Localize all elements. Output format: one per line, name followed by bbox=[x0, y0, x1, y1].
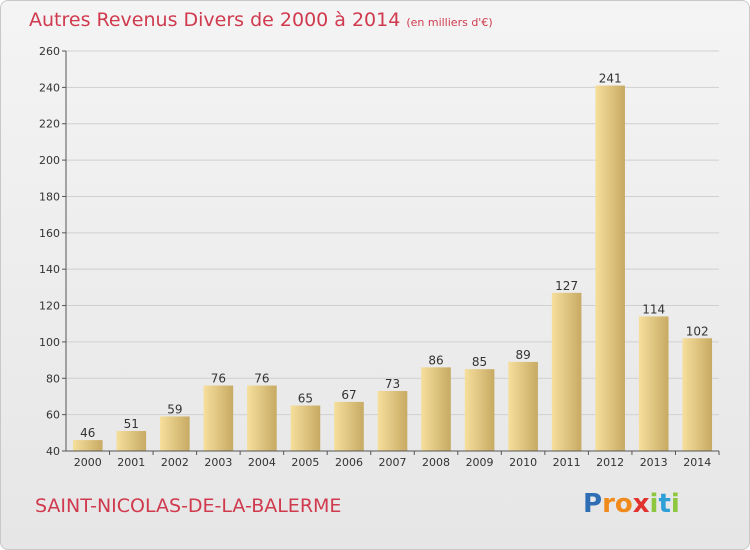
y-tick-label: 180 bbox=[39, 190, 60, 203]
data-label-2002: 59 bbox=[167, 402, 182, 416]
data-label-2008: 86 bbox=[428, 353, 443, 367]
y-tick-label: 100 bbox=[39, 336, 60, 349]
data-label-2011: 127 bbox=[555, 279, 578, 293]
logo-letter: r bbox=[602, 489, 615, 519]
logo-letter: P bbox=[583, 489, 603, 519]
data-label-2001: 51 bbox=[124, 417, 139, 431]
bar-2012 bbox=[595, 85, 625, 451]
title-unit: (en milliers d'€) bbox=[406, 16, 493, 29]
y-tick-label: 120 bbox=[39, 300, 60, 313]
bar-2008 bbox=[421, 367, 451, 451]
bar-2014 bbox=[682, 338, 713, 451]
x-tick-label-2000: 2000 bbox=[74, 456, 102, 469]
x-tick-label-2005: 2005 bbox=[291, 456, 319, 469]
bar-2013 bbox=[638, 316, 669, 451]
data-label-2003: 76 bbox=[211, 372, 226, 386]
x-tick-label-2004: 2004 bbox=[248, 456, 276, 469]
chart-title: Autres Revenus Divers de 2000 à 2014 (en … bbox=[29, 9, 493, 31]
data-label-2005: 65 bbox=[298, 392, 313, 406]
x-tick-label-2002: 2002 bbox=[161, 456, 189, 469]
logo-letter: i bbox=[670, 489, 680, 519]
axes: 40 60 80 100 120 140 160 180 200 220 240 260 2000 200… bbox=[39, 45, 720, 469]
data-label-2007: 73 bbox=[385, 377, 400, 391]
y-tick-label: 140 bbox=[39, 263, 60, 276]
x-tick-label-2006: 2006 bbox=[335, 456, 363, 469]
data-label-2014: 102 bbox=[686, 324, 709, 338]
x-tick-label-2010: 2010 bbox=[509, 456, 537, 469]
y-tick-label: 60 bbox=[46, 409, 60, 422]
bar-2001 bbox=[116, 431, 147, 451]
bar-2010 bbox=[508, 361, 538, 451]
data-label-2012: 241 bbox=[599, 72, 622, 86]
bars bbox=[72, 85, 713, 451]
y-tick-label: 240 bbox=[39, 81, 60, 94]
data-label-2006: 67 bbox=[341, 388, 356, 402]
data-labels: 46 51 59 76 76 65 67 73 86 85 89 127 241 114 102 bbox=[80, 72, 709, 441]
bar-2009 bbox=[464, 369, 495, 451]
x-tick-label-2001: 2001 bbox=[117, 456, 145, 469]
bar-2002 bbox=[160, 416, 190, 451]
logo-letter: t bbox=[658, 489, 671, 519]
data-label-2000: 46 bbox=[80, 426, 95, 440]
x-tick-label-2011: 2011 bbox=[553, 456, 581, 469]
data-label-2013: 114 bbox=[642, 302, 665, 316]
x-tick-label-2003: 2003 bbox=[204, 456, 232, 469]
x-tick-label-2014: 2014 bbox=[683, 456, 711, 469]
title-text: Autres Revenus Divers de 2000 à 2014 bbox=[29, 9, 401, 31]
bar-2007 bbox=[377, 391, 408, 451]
y-tick-label: 80 bbox=[46, 372, 60, 385]
x-tick-label-2008: 2008 bbox=[422, 456, 450, 469]
bar-2004 bbox=[247, 385, 277, 451]
logo-letter: o bbox=[614, 489, 633, 519]
y-tick-label: 160 bbox=[39, 227, 60, 240]
data-label-2009: 85 bbox=[472, 355, 487, 369]
y-tick-label: 260 bbox=[39, 45, 60, 58]
data-label-2010: 89 bbox=[515, 348, 530, 362]
proxiti-logo[interactable]: Proxiti bbox=[583, 489, 680, 519]
logo-letter: i bbox=[649, 489, 659, 519]
y-tick-label: 40 bbox=[46, 445, 60, 458]
y-tick-label: 220 bbox=[39, 118, 60, 131]
logo-letter: x bbox=[632, 489, 650, 519]
y-tick-label: 200 bbox=[39, 154, 60, 167]
bar-2011 bbox=[551, 292, 582, 451]
data-label-2004: 76 bbox=[254, 372, 269, 386]
commune-name: SAINT-NICOLAS-DE-LA-BALERME bbox=[35, 495, 342, 517]
bar-2005 bbox=[290, 405, 321, 451]
x-tick-label-2012: 2012 bbox=[596, 456, 624, 469]
bar-2000 bbox=[72, 440, 103, 451]
x-tick-label-2009: 2009 bbox=[466, 456, 494, 469]
x-tick-label-2013: 2013 bbox=[640, 456, 668, 469]
x-tick-label-2007: 2007 bbox=[379, 456, 407, 469]
bar-2006 bbox=[334, 401, 364, 451]
bar-2003 bbox=[203, 385, 234, 451]
